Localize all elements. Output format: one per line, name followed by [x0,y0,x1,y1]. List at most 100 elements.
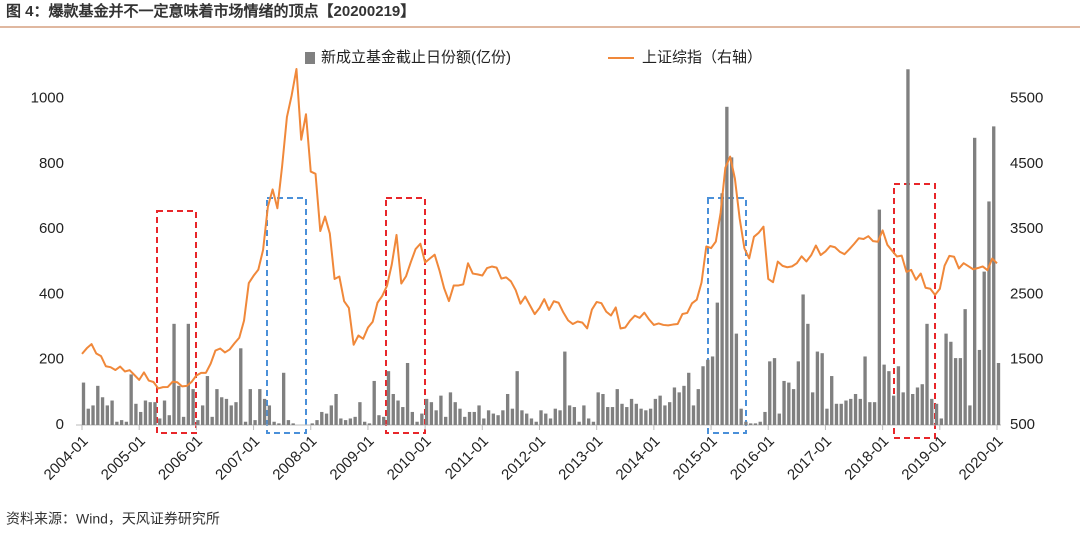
bar [224,398,229,425]
bar [687,372,691,425]
bar [196,420,200,425]
bar [648,408,653,425]
bar [91,405,95,425]
bar [553,408,557,425]
bar [134,403,138,425]
bar [606,407,610,425]
bar [891,395,896,425]
legend-label: 上证综指（右轴） [642,49,762,66]
source-note: 资料来源：Wind，天风证券研究所 [6,511,220,527]
bar [329,405,333,425]
bar [115,421,119,425]
bar [272,421,276,425]
bar [806,323,810,425]
bar [100,397,105,425]
x-tick-label: 2008-01 [269,433,320,484]
bar [253,420,257,425]
bar [520,410,524,425]
bar [281,372,286,425]
bar [782,380,786,425]
highlight-box [893,183,936,439]
bar [953,358,958,425]
bar [324,413,329,425]
y-tick-label: 1000 [31,90,64,107]
bar [787,382,791,425]
bar [310,423,314,425]
bar [286,420,291,425]
bar [634,403,638,425]
x-tick-label: 2019-01 [898,433,949,484]
highlight-box [707,197,747,434]
bar [996,362,1001,425]
x-tick-label: 2010-01 [384,433,435,484]
y2-tick-label: 5500 [1010,90,1043,107]
bar [167,415,171,425]
bar [758,421,762,425]
bar [401,407,405,425]
bar [277,423,281,425]
bar [615,389,619,425]
bar [410,411,414,425]
bar [715,302,719,425]
bar [377,415,381,425]
bar [887,371,891,425]
y-tick-label: 800 [39,155,64,172]
bar [620,403,624,425]
bar [415,421,419,425]
bar [853,393,858,425]
bar [810,392,815,425]
bar [453,402,457,425]
bar [162,400,167,425]
bar [710,356,715,425]
bar [148,402,152,425]
bar [691,405,696,425]
bar [734,333,739,425]
bar [477,405,481,425]
bar [901,392,905,425]
bar [729,157,734,425]
bar [639,408,643,425]
bar [882,364,886,425]
x-tick-label: 2015-01 [670,433,721,484]
y2-tick-label: 500 [1010,416,1035,433]
bar [339,418,343,425]
bar [801,294,805,425]
bar [382,416,386,425]
bar [429,402,434,425]
bar [567,405,572,425]
bar [539,410,543,425]
bar [334,393,338,425]
bar [696,389,700,425]
bar [796,361,801,425]
bar [248,389,252,425]
bar [529,418,534,425]
bar [210,416,214,425]
x-tick-label: 2004-01 [41,433,92,484]
bar [777,413,781,425]
bar [830,376,834,425]
x-tick-label: 2020-01 [956,433,1007,484]
bar [501,410,505,425]
bar [877,209,882,425]
bar [753,423,758,425]
bar [353,416,357,425]
bar [911,393,915,425]
x-tick-label: 2013-01 [555,433,606,484]
bar [586,418,591,425]
bar [486,410,491,425]
x-tick-label: 2018-01 [841,433,892,484]
bar [239,348,243,425]
bar [186,323,191,425]
bar [391,393,395,425]
bar [291,423,295,425]
x-tick-label: 2014-01 [613,433,664,484]
bar [96,385,100,425]
bar [315,420,319,425]
bar [930,398,934,425]
bar [510,408,515,425]
bar [963,309,967,425]
bar [934,403,939,425]
bar [81,382,86,425]
bar [472,411,476,425]
x-tick-label: 2017-01 [784,433,835,484]
